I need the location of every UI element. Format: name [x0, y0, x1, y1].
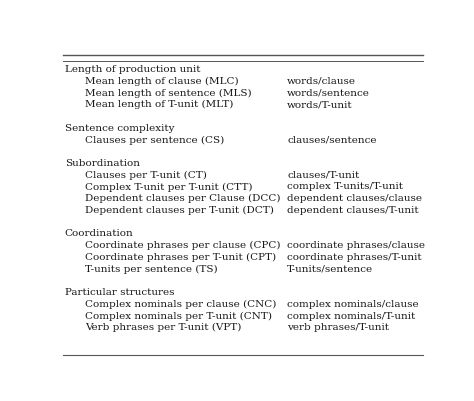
Text: complex T-units/T-unit: complex T-units/T-unit — [287, 182, 403, 191]
Text: Mean length of T-unit (MLT): Mean length of T-unit (MLT) — [85, 100, 233, 109]
Text: Length of production unit: Length of production unit — [65, 65, 200, 74]
Text: Coordinate phrases per clause (CPC): Coordinate phrases per clause (CPC) — [85, 241, 281, 250]
Text: words/sentence: words/sentence — [287, 89, 370, 97]
Text: Dependent clauses per T-unit (DCT): Dependent clauses per T-unit (DCT) — [85, 206, 274, 215]
Text: words/T-unit: words/T-unit — [287, 100, 353, 109]
Text: dependent clauses/T-unit: dependent clauses/T-unit — [287, 206, 419, 215]
Text: dependent clauses/clause: dependent clauses/clause — [287, 194, 422, 203]
Text: complex nominals/T-unit: complex nominals/T-unit — [287, 312, 415, 320]
Text: verb phrases/T-unit: verb phrases/T-unit — [287, 323, 389, 332]
Text: coordinate phrases/T-unit: coordinate phrases/T-unit — [287, 253, 422, 262]
Text: Complex nominals per T-unit (CNT): Complex nominals per T-unit (CNT) — [85, 312, 272, 321]
Text: Mean length of sentence (MLS): Mean length of sentence (MLS) — [85, 89, 252, 98]
Text: Clauses per sentence (CS): Clauses per sentence (CS) — [85, 136, 224, 145]
Text: Coordinate phrases per T-unit (CPT): Coordinate phrases per T-unit (CPT) — [85, 253, 276, 262]
Text: Sentence complexity: Sentence complexity — [65, 124, 174, 133]
Text: Coordination: Coordination — [65, 229, 134, 238]
Text: coordinate phrases/clause: coordinate phrases/clause — [287, 241, 425, 250]
Text: complex nominals/clause: complex nominals/clause — [287, 300, 419, 309]
Text: Mean length of clause (MLC): Mean length of clause (MLC) — [85, 77, 238, 86]
Text: T-units per sentence (TS): T-units per sentence (TS) — [85, 265, 218, 274]
Text: Subordination: Subordination — [65, 159, 140, 168]
Text: Particular structures: Particular structures — [65, 288, 174, 297]
Text: Dependent clauses per Clause (DCC): Dependent clauses per Clause (DCC) — [85, 194, 281, 203]
Text: clauses/T-unit: clauses/T-unit — [287, 171, 359, 180]
Text: Clauses per T-unit (CT): Clauses per T-unit (CT) — [85, 171, 207, 180]
Text: Verb phrases per T-unit (VPT): Verb phrases per T-unit (VPT) — [85, 323, 241, 332]
Text: Complex T-unit per T-unit (CTT): Complex T-unit per T-unit (CTT) — [85, 182, 253, 192]
Text: words/clause: words/clause — [287, 77, 356, 86]
Text: T-units/sentence: T-units/sentence — [287, 265, 373, 273]
Text: clauses/sentence: clauses/sentence — [287, 136, 376, 144]
Text: Complex nominals per clause (CNC): Complex nominals per clause (CNC) — [85, 300, 276, 309]
